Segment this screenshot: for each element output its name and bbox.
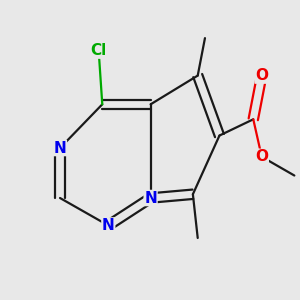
Text: O: O [255,68,268,83]
Text: N: N [102,218,115,233]
Text: Cl: Cl [91,43,107,58]
Text: N: N [54,140,66,155]
Text: O: O [255,149,268,164]
Text: N: N [144,190,157,206]
